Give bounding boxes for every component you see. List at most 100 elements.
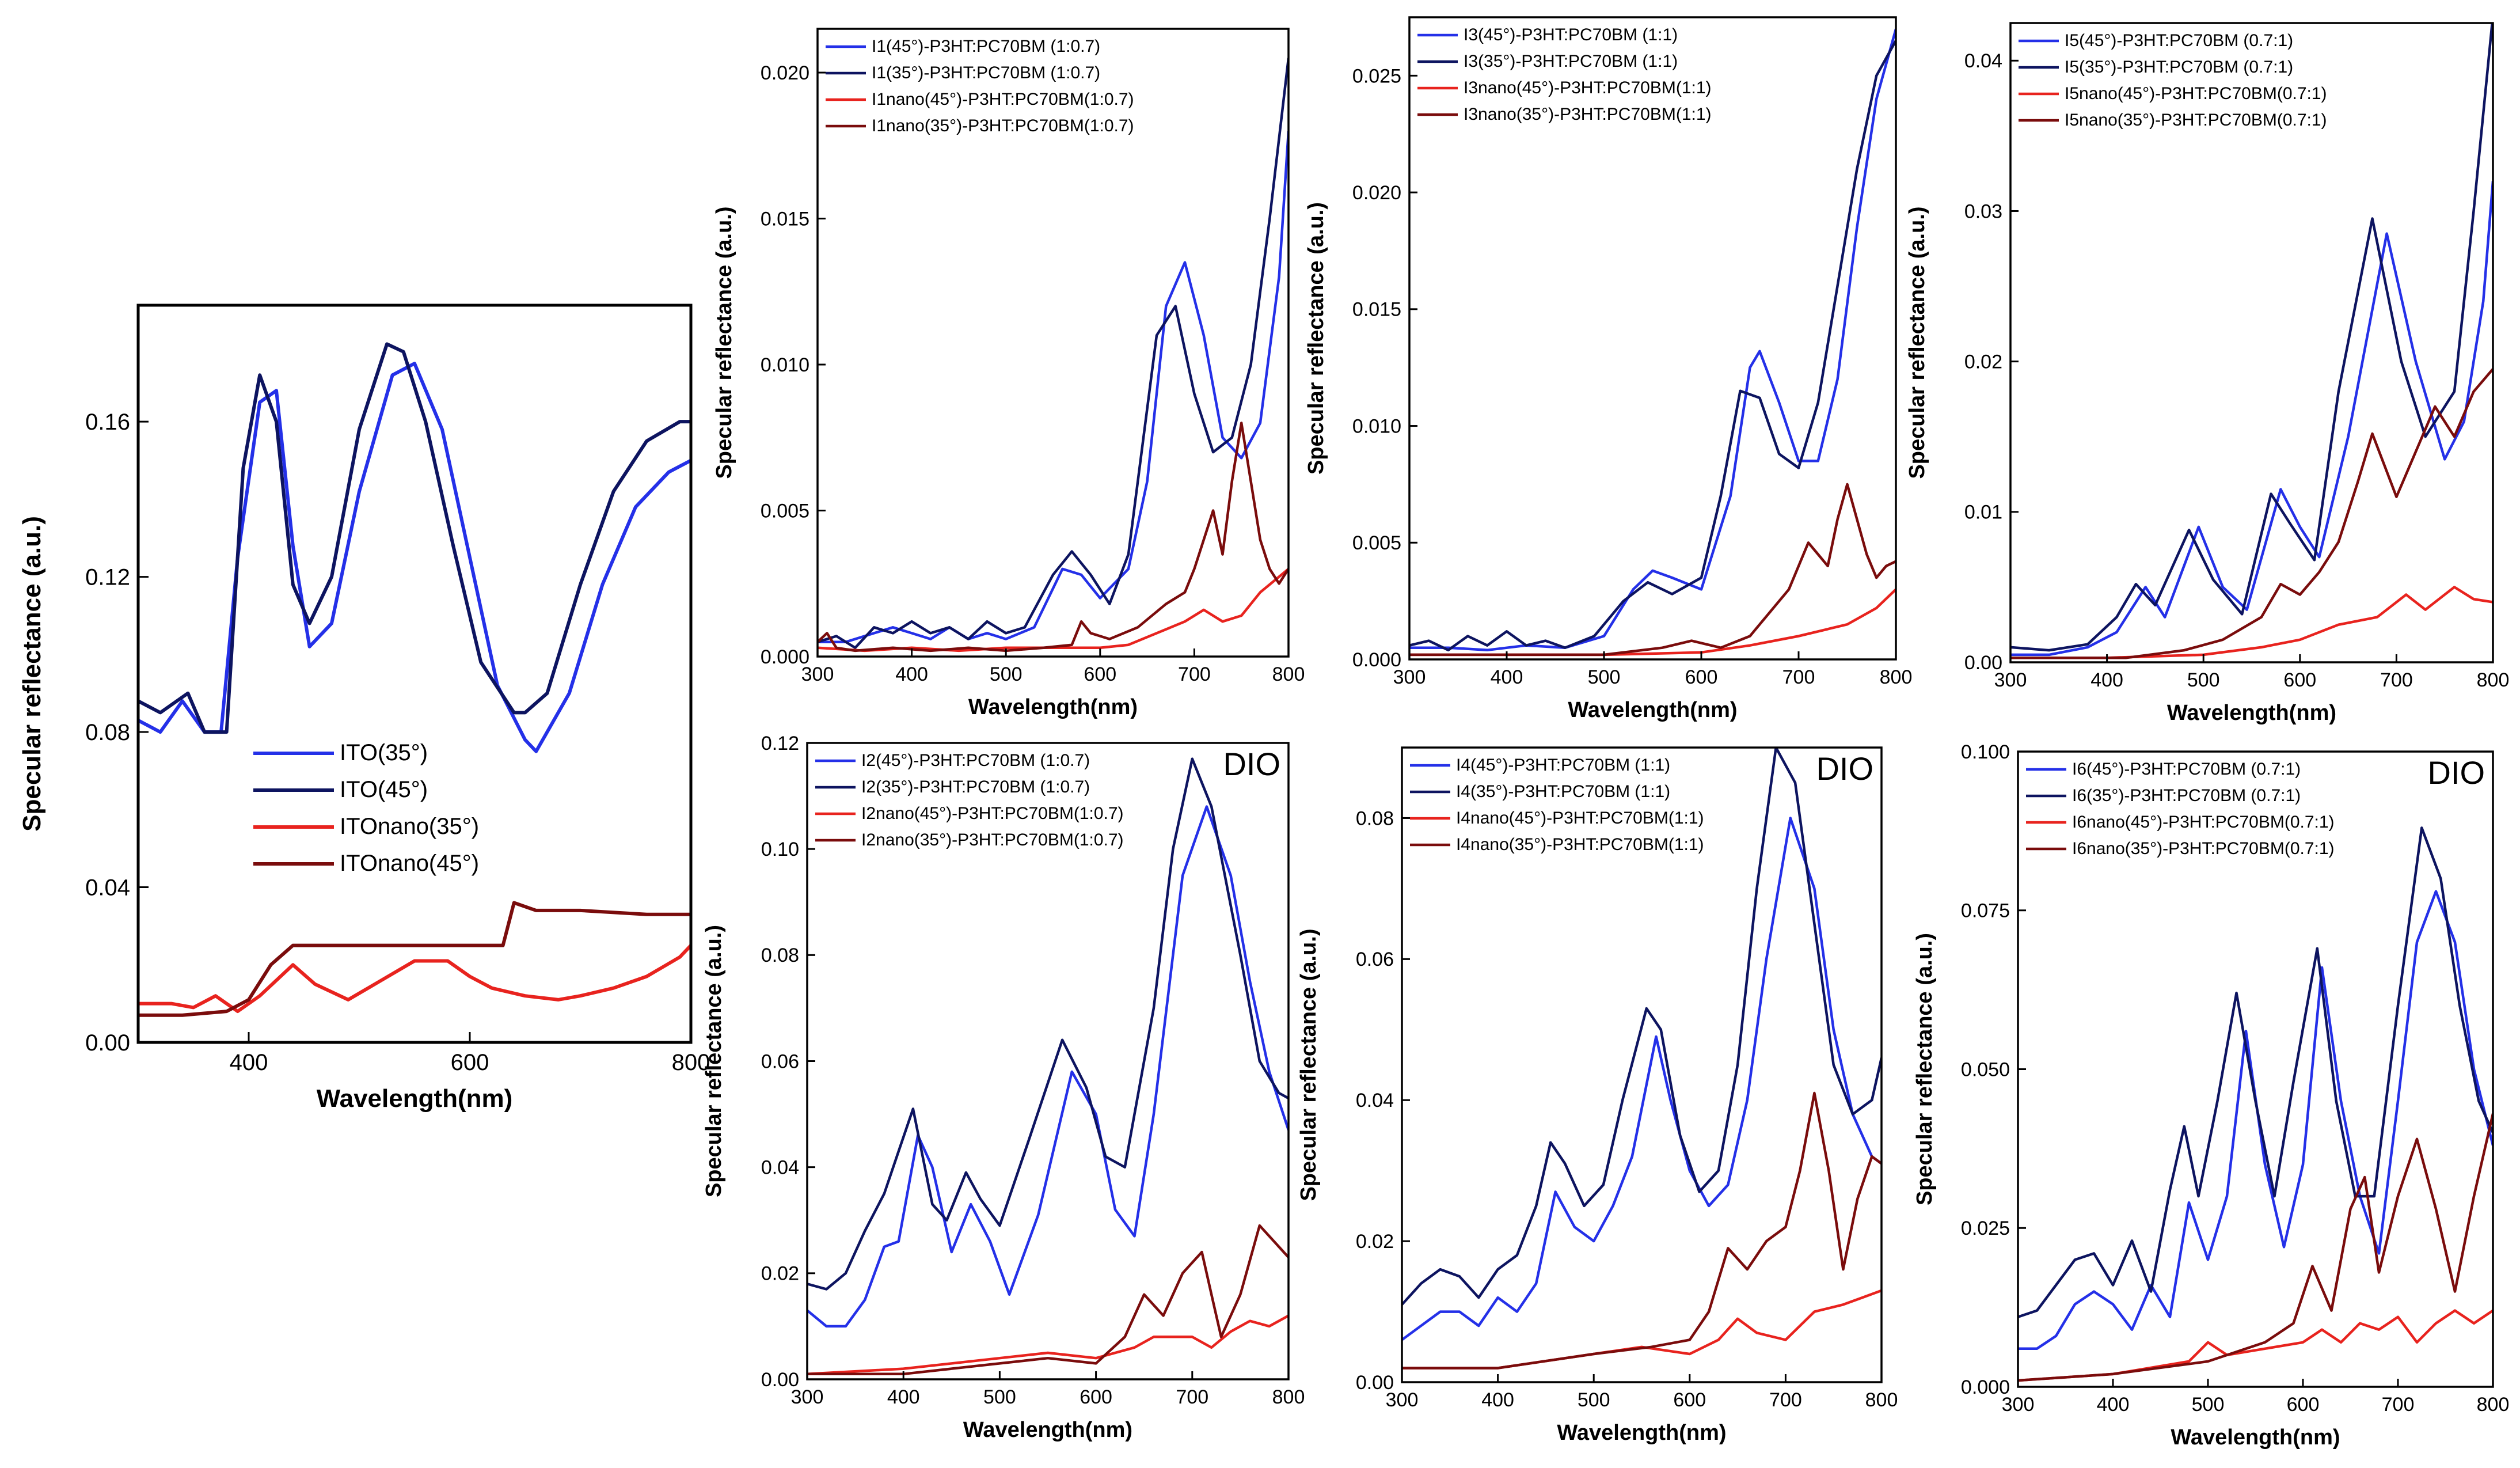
- series-line-3: [1409, 588, 1896, 657]
- corner-label: DIO: [2427, 754, 2485, 791]
- series-line-2: [138, 342, 691, 734]
- legend-label: I2nano(35°)-P3HT:PC70BM(1:0.7): [861, 830, 1124, 849]
- x-tick-label: 400: [2097, 1394, 2130, 1416]
- y-tick-label: 0.01: [1964, 502, 2002, 524]
- axes-frame: [816, 28, 1290, 658]
- series-line-2: [818, 58, 1288, 650]
- y-tick-label: 0.000: [761, 646, 809, 668]
- series-line-4: [818, 422, 1288, 653]
- series-line-4: [1402, 1091, 1882, 1370]
- x-tick-label: 800: [1272, 663, 1305, 685]
- x-tick-label: 400: [1491, 666, 1523, 688]
- legend-label: I2(45°)-P3HT:PC70BM (1:0.7): [861, 751, 1090, 770]
- x-tick-label: 400: [2091, 669, 2123, 691]
- chart-panel-i4-dio: 300 400 500 600 700 800 0.00 0.02 0.04 0.06 0.08 Wa…: [1297, 746, 1898, 1445]
- legend-label: ITO(45°): [340, 777, 428, 802]
- y-tick-label: 0.015: [1352, 299, 1401, 321]
- y-tick-label: 0.050: [1961, 1059, 2010, 1080]
- y-tick-label: 0.015: [761, 208, 809, 230]
- y-tick-label: 0.06: [761, 1050, 799, 1072]
- x-tick-label: 800: [2477, 669, 2510, 691]
- x-tick-label: 300: [791, 1386, 824, 1408]
- y-tick-label: 0.00: [761, 1369, 799, 1391]
- y-axis-label: Specular reflectance (a.u.): [1297, 928, 1321, 1201]
- x-tick-label: 800: [1880, 666, 1913, 688]
- series-line-3: [1402, 1289, 1882, 1370]
- x-tick-label: 400: [230, 1050, 268, 1075]
- chart-panel-ito: 400 600 800 0.00 0.04 0.08 0.12 0.16 Wavelength(…: [18, 304, 710, 1113]
- x-tick-label: 700: [1176, 1386, 1208, 1408]
- x-tick-label: 700: [1178, 663, 1211, 685]
- x-tick-label: 300: [1386, 1389, 1419, 1411]
- x-tick-label: 800: [672, 1050, 710, 1075]
- legend-label: I4(45°)-P3HT:PC70BM (1:1): [1456, 756, 1670, 775]
- legend-label: I3(45°)-P3HT:PC70BM (1:1): [1464, 25, 1678, 44]
- series-line-4: [138, 901, 691, 1017]
- legend-label: I5(45°)-P3HT:PC70BM (0.7:1): [2065, 31, 2293, 50]
- y-tick-label: 0.00: [85, 1030, 130, 1056]
- y-tick-label: 0.03: [1964, 200, 2002, 222]
- y-axis-label: Specular reflectance (a.u.): [18, 516, 46, 832]
- series-line-4: [1409, 483, 1896, 657]
- x-tick-label: 800: [1272, 1386, 1305, 1408]
- corner-label: DIO: [1816, 750, 1873, 787]
- x-tick-label: 700: [2380, 669, 2413, 691]
- y-axis-label: Specular reflectance (a.u.): [1905, 206, 1929, 479]
- series-line-2: [1402, 748, 1882, 1306]
- y-tick-label: 0.00: [1356, 1372, 1394, 1394]
- x-axis-label: Wavelength(nm): [968, 695, 1138, 719]
- y-tick-label: 0.075: [1961, 900, 2010, 922]
- legend-label: I6(35°)-P3HT:PC70BM (0.7:1): [2072, 786, 2301, 805]
- x-axis-label: Wavelength(nm): [2171, 1425, 2340, 1450]
- legend-label: I1(35°)-P3HT:PC70BM (1:0.7): [872, 63, 1100, 82]
- x-axis-label: Wavelength(nm): [2167, 701, 2336, 725]
- series-line-4: [2018, 1113, 2493, 1382]
- series-line-1: [2010, 181, 2493, 657]
- x-tick-label: 500: [1578, 1389, 1610, 1411]
- series-line-4: [807, 1224, 1288, 1376]
- y-axis-label: Specular reflectance (a.u.): [1304, 202, 1328, 475]
- x-tick-label: 400: [895, 663, 928, 685]
- x-tick-label: 400: [1481, 1389, 1514, 1411]
- y-tick-label: 0.025: [1961, 1217, 2010, 1239]
- y-axis-label: Specular reflectance (a.u.): [1913, 933, 1937, 1205]
- series-line-3: [2018, 1309, 2493, 1382]
- axes-frame: [1408, 16, 1897, 661]
- x-axis-label: Wavelength(nm): [963, 1418, 1132, 1442]
- x-tick-label: 700: [1782, 666, 1815, 688]
- y-tick-label: 0.02: [1356, 1231, 1394, 1253]
- y-tick-label: 0.12: [85, 565, 130, 590]
- series-line-2: [807, 757, 1288, 1291]
- legend-label: I2(35°)-P3HT:PC70BM (1:0.7): [861, 777, 1090, 796]
- x-tick-label: 600: [1084, 663, 1116, 685]
- series-line-2: [1409, 40, 1896, 652]
- x-axis-label: Wavelength(nm): [1557, 1421, 1726, 1445]
- legend-label: I3nano(35°)-P3HT:PC70BM(1:1): [1464, 105, 1712, 124]
- series-line-2: [2010, 23, 2493, 652]
- legend-label: I6(45°)-P3HT:PC70BM (0.7:1): [2072, 760, 2301, 779]
- x-tick-label: 300: [2002, 1394, 2035, 1416]
- y-tick-label: 0.12: [761, 733, 799, 754]
- x-tick-label: 700: [2382, 1394, 2415, 1416]
- series-line-3: [807, 1314, 1288, 1376]
- x-axis-label: Wavelength(nm): [1568, 698, 1737, 722]
- chart-panel-i1: 300 400 500 600 700 800 0.000 0.005 0.010 0.015 0.…: [712, 28, 1305, 719]
- series-line-3: [2010, 586, 2493, 659]
- y-tick-label: 0.02: [761, 1263, 799, 1285]
- y-tick-label: 0.00: [1964, 652, 2002, 674]
- x-tick-label: 600: [1685, 666, 1718, 688]
- x-tick-label: 600: [1673, 1389, 1706, 1411]
- legend-label: I6nano(35°)-P3HT:PC70BM(0.7:1): [2072, 839, 2335, 858]
- legend-label: I1nano(35°)-P3HT:PC70BM(1:0.7): [872, 116, 1134, 135]
- legend-label: I4nano(45°)-P3HT:PC70BM(1:1): [1456, 809, 1704, 828]
- y-tick-label: 0.02: [1964, 351, 2002, 373]
- x-tick-label: 600: [2287, 1394, 2320, 1416]
- x-tick-label: 400: [887, 1386, 920, 1408]
- y-axis-label: Specular reflectance (a.u.): [702, 925, 726, 1197]
- legend-label: I4nano(35°)-P3HT:PC70BM(1:1): [1456, 835, 1704, 854]
- y-tick-label: 0.08: [761, 944, 799, 966]
- y-tick-label: 0.010: [1352, 415, 1401, 437]
- legend-label: ITO(35°): [340, 740, 428, 765]
- x-tick-label: 500: [2192, 1394, 2225, 1416]
- x-tick-label: 500: [1588, 666, 1621, 688]
